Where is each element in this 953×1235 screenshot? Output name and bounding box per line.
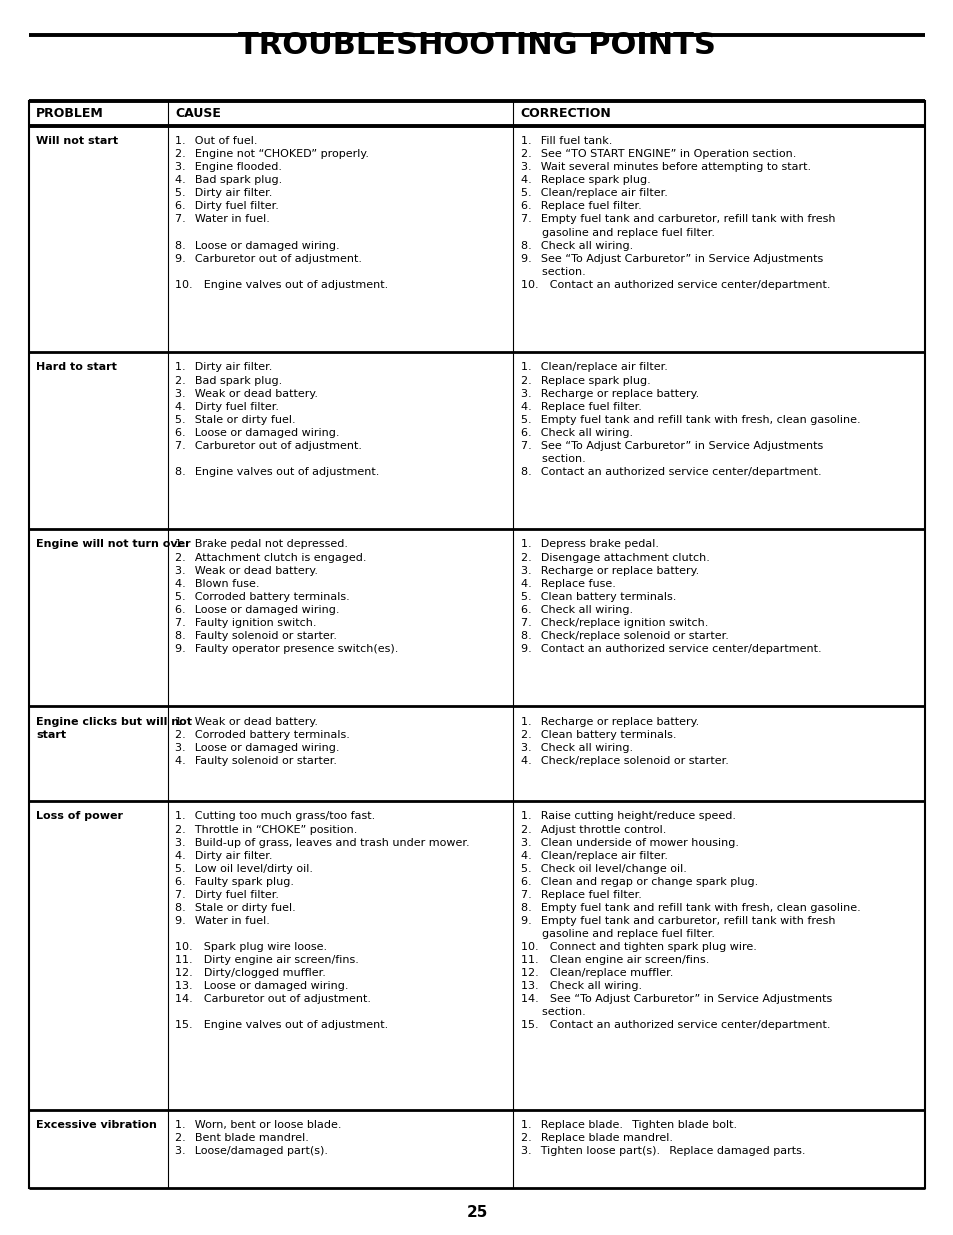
Text: Engine clicks but will not
start: Engine clicks but will not start bbox=[36, 716, 193, 740]
Text: 1.  Replace blade.  Tighten blade bolt.
2.  Replace blade mandrel.
3.  Tighten l: 1. Replace blade. Tighten blade bolt. 2.… bbox=[520, 1120, 804, 1156]
Text: CORRECTION: CORRECTION bbox=[520, 107, 611, 120]
Text: 25: 25 bbox=[466, 1205, 487, 1220]
Text: 1.  Depress brake pedal.
2.  Disengage attachment clutch.
3.  Recharge or replac: 1. Depress brake pedal. 2. Disengage att… bbox=[520, 540, 821, 653]
Text: 1.  Fill fuel tank.
2.  See “TO START ENGINE” in Operation section.
3.  Wait sev: 1. Fill fuel tank. 2. See “TO START ENGI… bbox=[520, 136, 834, 290]
Text: Will not start: Will not start bbox=[36, 136, 118, 146]
Text: 1.  Weak or dead battery.
2.  Corroded battery terminals.
3.  Loose or damaged w: 1. Weak or dead battery. 2. Corroded bat… bbox=[175, 716, 350, 766]
Text: Excessive vibration: Excessive vibration bbox=[36, 1120, 157, 1130]
Text: Engine will not turn over: Engine will not turn over bbox=[36, 540, 191, 550]
Text: 1.  Brake pedal not depressed.
2.  Attachment clutch is engaged.
3.  Weak or dea: 1. Brake pedal not depressed. 2. Attachm… bbox=[175, 540, 398, 653]
Text: 1.  Recharge or replace battery.
2.  Clean battery terminals.
3.  Check all wiri: 1. Recharge or replace battery. 2. Clean… bbox=[520, 716, 727, 766]
Text: PROBLEM: PROBLEM bbox=[36, 107, 104, 120]
Text: 1.  Clean/replace air filter.
2.  Replace spark plug.
3.  Recharge or replace ba: 1. Clean/replace air filter. 2. Replace … bbox=[520, 363, 860, 477]
Text: 1.  Out of fuel.
2.  Engine not “CHOKED” properly.
3.  Engine flooded.
4.  Bad s: 1. Out of fuel. 2. Engine not “CHOKED” p… bbox=[175, 136, 388, 290]
Text: TROUBLESHOOTING POINTS: TROUBLESHOOTING POINTS bbox=[238, 31, 715, 59]
Text: Loss of power: Loss of power bbox=[36, 811, 123, 821]
Text: 1.  Worn, bent or loose blade.
2.  Bent blade mandrel.
3.  Loose/damaged part(s): 1. Worn, bent or loose blade. 2. Bent bl… bbox=[175, 1120, 341, 1156]
Text: 1.  Cutting too much grass/too fast.
2.  Throttle in “CHOKE” position.
3.  Build: 1. Cutting too much grass/too fast. 2. T… bbox=[175, 811, 470, 1030]
Text: 1.  Dirty air filter.
2.  Bad spark plug.
3.  Weak or dead battery.
4.  Dirty fu: 1. Dirty air filter. 2. Bad spark plug. … bbox=[175, 363, 379, 477]
Text: 1.  Raise cutting height/reduce speed.
2.  Adjust throttle control.
3.  Clean un: 1. Raise cutting height/reduce speed. 2.… bbox=[520, 811, 860, 1030]
Text: Hard to start: Hard to start bbox=[36, 363, 117, 373]
Text: CAUSE: CAUSE bbox=[175, 107, 221, 120]
